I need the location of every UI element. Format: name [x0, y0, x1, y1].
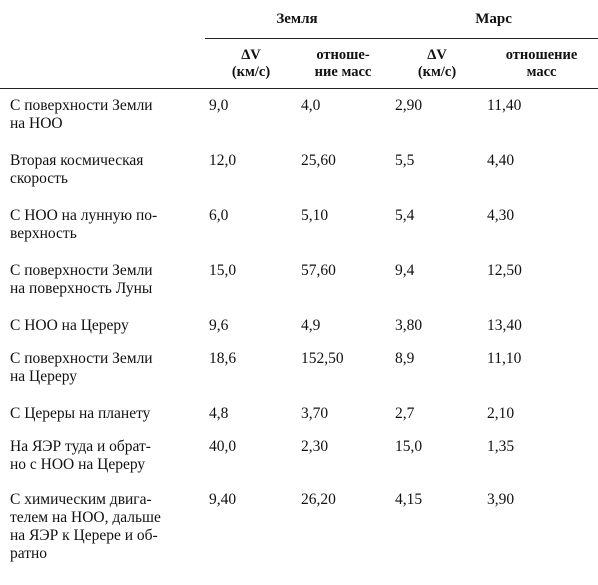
table-row: На ЯЭР туда и обрат- но с НОО на Цереру …	[0, 430, 598, 485]
mars-ratio-cell: 3,90	[487, 490, 515, 508]
row-label: С Цереры на планету	[0, 397, 205, 430]
sub-header-blank	[0, 38, 205, 89]
mars-dv-cell: 2,7	[395, 404, 415, 422]
row-label-line: на НОО	[10, 115, 63, 132]
earth-dv-cell: 40,0	[209, 437, 237, 455]
table-row: С НОО на лунную по- верхность 6,0 5,10 5…	[0, 199, 598, 254]
row-label-line: на поверхность Луны	[10, 279, 153, 297]
row-label-line: С химическим двига-	[10, 490, 152, 508]
row-label-line: на Цереру	[10, 367, 78, 385]
earth-dv-cell: 9,6	[209, 316, 229, 334]
table-row: С химическим двига- телем на НОО, дальше…	[0, 485, 598, 585]
mars-dv-header-line-1: ΔV	[427, 46, 447, 63]
earth-dv-cell: 15,0	[209, 261, 237, 279]
mars-dv-cell: 5,4	[395, 206, 415, 224]
group-header-row: Земля Марс	[0, 0, 598, 39]
earth-ratio-cell: 3,70	[301, 404, 329, 422]
row-label-line: скорость	[10, 169, 68, 187]
mars-dv-cell: 9,4	[395, 261, 415, 279]
earth-ratio-cell: 5,10	[301, 206, 329, 224]
earth-dv-cell: 4,8	[209, 404, 229, 422]
mars-ratio-header-line-1: отношение	[505, 46, 578, 63]
mars-ratio-cell: 1,35	[487, 437, 515, 455]
earth-ratio-cell: 152,50	[301, 349, 344, 367]
earth-dv-cell: 9,0	[209, 97, 229, 114]
row-label: С поверхности Земли на Цереру	[0, 342, 205, 397]
earth-dv-header-line-2: (км/с)	[231, 63, 271, 80]
mars-ratio-cell: 12,50	[487, 261, 522, 279]
mars-ratio-header: отношение масс	[485, 38, 598, 89]
mars-ratio-cell: 4,40	[487, 151, 515, 169]
row-label: С химическим двига- телем на НОО, дальше…	[0, 485, 205, 585]
earth-dv-cell: 18,6	[209, 349, 237, 367]
earth-ratio-cell: 4,0	[301, 97, 321, 114]
sub-header-row: ΔV (км/с) отноше- ние масс ΔV (км/с) отн…	[0, 38, 598, 89]
row-label-line: С поверхности Земли	[10, 97, 153, 114]
earth-group-header: Земля	[205, 0, 390, 39]
mars-ratio-cell: 11,10	[487, 349, 522, 367]
earth-ratio-header: отноше- ние масс	[297, 38, 390, 89]
mars-ratio-cell: 2,10	[487, 404, 515, 422]
table-row: С поверхности Земли на НОО 9,0 4,0 2,90 …	[0, 89, 598, 144]
mars-dv-cell: 4,15	[395, 490, 423, 508]
earth-ratio-header-line-1: отноше-	[316, 46, 370, 63]
row-label-line: Вторая космическая	[10, 151, 144, 169]
row-label-line: С поверхности Земли	[10, 261, 153, 279]
mars-dv-header: ΔV (км/с)	[389, 38, 486, 89]
row-label-line: верхность	[10, 224, 77, 242]
table-row: С НОО на Цереру 9,6 4,9 3,80 13,40	[0, 309, 598, 342]
earth-dv-cell: 12,0	[209, 151, 237, 169]
mars-dv-cell: 5,5	[395, 151, 415, 169]
row-label: С НОО на лунную по- верхность	[0, 199, 205, 254]
earth-dv-header-line-1: ΔV	[241, 46, 261, 63]
mars-ratio-cell: 4,30	[487, 206, 515, 224]
mars-dv-cell: 8,9	[395, 349, 415, 367]
table-row: С Цереры на планету 4,8 3,70 2,7 2,10	[0, 397, 598, 430]
mars-ratio-header-line-2: масс	[526, 63, 557, 80]
table-row: С поверхности Земли на Цереру 18,6 152,5…	[0, 342, 598, 397]
earth-ratio-cell: 57,60	[301, 261, 336, 279]
row-label-line: На ЯЭР туда и обрат-	[10, 437, 151, 455]
mars-dv-header-line-2: (км/с)	[417, 63, 457, 80]
earth-ratio-cell: 4,9	[301, 316, 321, 334]
row-label-line: С поверхности Земли	[10, 349, 153, 367]
row-label: На ЯЭР туда и обрат- но с НОО на Цереру	[0, 430, 205, 485]
mars-ratio-cell: 11,40	[487, 97, 522, 114]
mars-dv-cell: 3,80	[395, 316, 423, 334]
header-blank	[0, 0, 205, 39]
document-page: Земля Марс ΔV (км/с) отноше- ние масс ΔV…	[0, 0, 598, 562]
row-label: С поверхности Земли на НОО	[0, 89, 205, 144]
earth-ratio-header-line-2: ние масс	[314, 63, 372, 80]
earth-ratio-cell: 26,20	[301, 490, 336, 508]
earth-dv-header: ΔV (км/с)	[205, 38, 297, 89]
table-row: С поверхности Земли на поверхность Луны …	[0, 254, 598, 309]
row-label-line: ратно	[10, 544, 48, 562]
row-label-line: телем на НОО, дальше	[10, 508, 161, 526]
mars-dv-cell: 15,0	[395, 437, 423, 455]
mars-dv-cell: 2,90	[395, 97, 423, 114]
earth-ratio-cell: 2,30	[301, 437, 329, 455]
earth-ratio-cell: 25,60	[301, 151, 336, 169]
mars-ratio-cell: 13,40	[487, 316, 522, 334]
row-label-line: но с НОО на Цереру	[10, 455, 146, 473]
row-label: С поверхности Земли на поверхность Луны	[0, 254, 205, 309]
earth-dv-cell: 9,40	[209, 490, 237, 508]
earth-dv-cell: 6,0	[209, 206, 229, 224]
row-label-line: на ЯЭР к Церере и об-	[10, 526, 158, 544]
row-label: С НОО на Цереру	[0, 309, 205, 342]
mars-group-header: Марс	[389, 0, 598, 39]
table-row: Вторая космическая скорость 12,0 25,60 5…	[0, 144, 598, 199]
row-label-line: С Цереры на планету	[10, 404, 151, 422]
row-label-line: С НОО на Цереру	[10, 316, 129, 334]
row-label-line: С НОО на лунную по-	[10, 206, 158, 224]
row-label: Вторая космическая скорость	[0, 144, 205, 199]
